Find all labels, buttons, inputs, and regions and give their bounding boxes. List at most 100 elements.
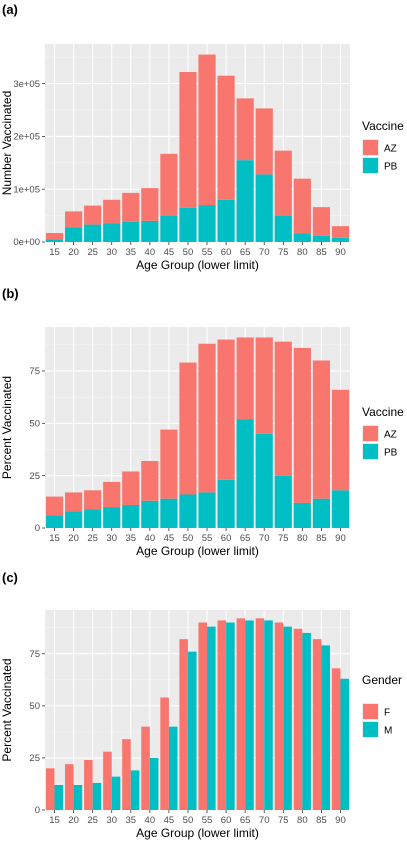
x-tick-label: 55 [202,247,213,258]
x-tick-label: 70 [259,533,270,544]
bar-f-85 [312,639,322,810]
bar-az-75 [274,341,292,476]
bar-f-15 [45,768,55,810]
x-tick-label: 25 [87,533,98,544]
bar-pb-90 [331,237,350,242]
y-tick-label: 2e+05 [13,132,40,143]
y-tick-label: 50 [29,419,40,430]
bar-m-15 [54,785,64,810]
bar-az-80 [293,178,311,234]
legend-label-az: AZ [384,430,397,441]
bar-az-15 [45,496,64,516]
legend-swatch-pb [363,444,378,459]
chart-panel-a: (a) 0e+00 1e+05 2e+05 3e+05 15 20 25 30 35 40 45 50 5… [0,2,404,272]
y-axis-title: Percent Vaccinated [0,376,14,479]
bar-m-60 [226,622,235,810]
x-tick-label: 90 [335,533,346,544]
x-tick-label: 50 [183,247,194,258]
x-tick-label: 45 [164,247,175,258]
bar-pb-40 [141,500,159,528]
bar-m-80 [302,632,311,810]
x-tick-label: 50 [183,533,194,544]
x-tick-label: 55 [202,533,213,544]
legend: Vaccine AZ PB [362,119,404,174]
x-tick-label: 30 [106,815,117,826]
bar-pb-35 [122,221,140,242]
bar-az-35 [122,471,140,505]
bar-az-35 [122,192,140,222]
bar-pb-20 [65,227,83,242]
bar-pb-35 [122,504,140,528]
bar-m-30 [111,776,121,810]
bar-pb-55 [198,492,216,528]
x-tick-label: 65 [240,533,251,544]
bar-pb-55 [198,205,216,242]
bar-pb-70 [255,433,273,528]
x-tick-label: 85 [316,815,327,826]
x-tick-label: 65 [240,815,251,826]
x-tick-label: 60 [221,815,232,826]
bar-m-70 [264,620,273,810]
x-tick-label: 40 [145,533,156,544]
bar-f-45 [160,697,169,810]
bar-az-15 [45,233,64,240]
bar-m-20 [73,785,83,810]
x-tick-label: 40 [145,247,156,258]
y-axis-title: Percent Vaccinated [0,658,14,761]
bar-az-90 [331,389,350,491]
bar-f-70 [255,618,265,810]
bar-pb-65 [236,160,254,242]
x-tick-label: 25 [87,247,98,258]
bar-az-30 [103,481,121,508]
bar-pb-85 [312,498,330,528]
bar-m-50 [187,651,197,810]
bar-f-60 [217,620,227,810]
bar-f-55 [198,622,208,810]
legend: Gender FM [362,673,402,738]
x-tick-label: 45 [164,533,175,544]
y-tick-label: 75 [29,366,40,377]
legend-label-pb: PB [384,162,398,173]
y-tick-label: 0e+00 [13,237,40,248]
legend-label-f: F [384,708,390,719]
x-tick-label: 60 [221,247,232,258]
y-tick-label: 1e+05 [13,184,40,195]
x-tick-label: 20 [68,247,79,258]
bar-az-80 [293,347,311,503]
bar-az-70 [255,108,273,175]
bar-m-75 [283,626,292,810]
bar-f-25 [84,760,93,810]
bar-pb-90 [331,490,350,528]
y-tick-label: 3e+05 [13,79,40,90]
x-axis-title: Age Group (lower limit) [136,826,259,840]
bar-az-55 [198,54,216,206]
x-tick-label: 15 [49,533,60,544]
bar-m-85 [321,645,330,810]
legend-title: Gender [362,673,402,687]
bar-az-85 [312,207,330,236]
bar-pb-85 [312,235,330,242]
bar-m-25 [92,782,102,810]
bar-pb-80 [293,233,311,242]
x-axis-title: Age Group (lower limit) [136,544,259,558]
bar-pb-25 [84,509,102,528]
legend-title: Vaccine [362,119,404,133]
bar-pb-60 [217,479,235,528]
x-tick-label: 75 [278,247,289,258]
y-tick-label: 0 [35,523,40,534]
x-tick-label: 30 [106,247,117,258]
x-tick-label: 30 [106,533,117,544]
x-tick-label: 15 [49,815,60,826]
x-tick-label: 60 [221,533,232,544]
x-tick-label: 90 [335,247,346,258]
bar-f-20 [65,764,74,810]
bar-pb-50 [179,494,197,528]
bar-pb-65 [236,419,254,528]
bar-pb-75 [274,215,292,242]
bar-az-90 [331,226,350,238]
bar-f-80 [293,628,303,810]
bar-m-90 [340,678,350,810]
bar-az-55 [198,343,216,493]
bar-f-30 [103,751,112,810]
